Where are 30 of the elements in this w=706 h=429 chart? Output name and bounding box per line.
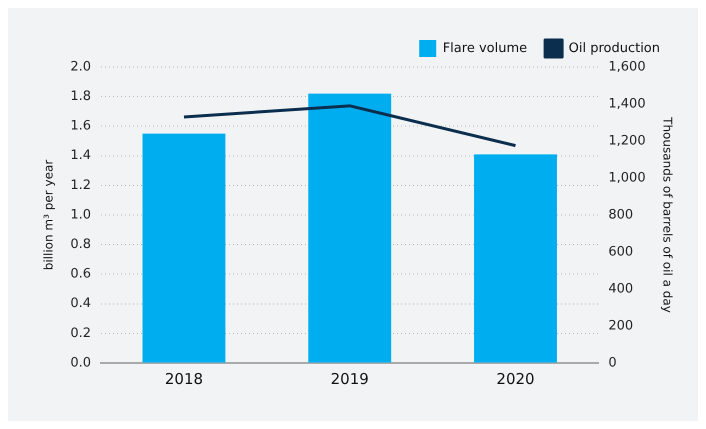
y-tick-label: 1.8	[70, 88, 92, 104]
x-tick-label: 2018	[164, 370, 204, 388]
y-axis-title: billion m³ per year	[41, 160, 56, 270]
legend-label: Oil production	[568, 40, 660, 56]
y-tick-label: 2.0	[70, 59, 92, 74]
y2-tick-label: 0	[608, 355, 617, 370]
y2-tick-label: 800	[608, 207, 634, 222]
legend-label: Flare volume	[442, 40, 528, 56]
y-tick-label: 1.2	[70, 178, 92, 193]
y2-axis-title: Thousands of barrels of oil a day	[660, 116, 675, 313]
y2-tick-label: 1,600	[608, 59, 646, 74]
bar	[142, 134, 226, 362]
y-tick-label: 0.6	[70, 266, 92, 282]
y2-tick-label: 1,400	[608, 96, 646, 112]
y-tick-label: 0.2	[70, 326, 92, 341]
y2-tick-label: 200	[608, 318, 634, 334]
bar	[474, 154, 557, 362]
y2-tick-label: 1,200	[608, 133, 646, 148]
y-tick-label: 1.4	[70, 148, 92, 164]
y2-tick-label: 1,000	[608, 170, 646, 186]
y2-tick-label: 400	[608, 281, 634, 296]
y-tick-label: 0.4	[70, 296, 92, 312]
y-tick-label: 0.0	[70, 355, 92, 370]
y-tick-label: 1.6	[70, 118, 92, 134]
bar	[308, 94, 392, 362]
x-tick-label: 2019	[330, 370, 369, 388]
y2-tick-label: 600	[608, 244, 634, 260]
y-tick-label: 0.8	[70, 236, 92, 252]
y-tick-label: 1.0	[70, 207, 92, 222]
x-tick-label: 2020	[496, 370, 535, 388]
